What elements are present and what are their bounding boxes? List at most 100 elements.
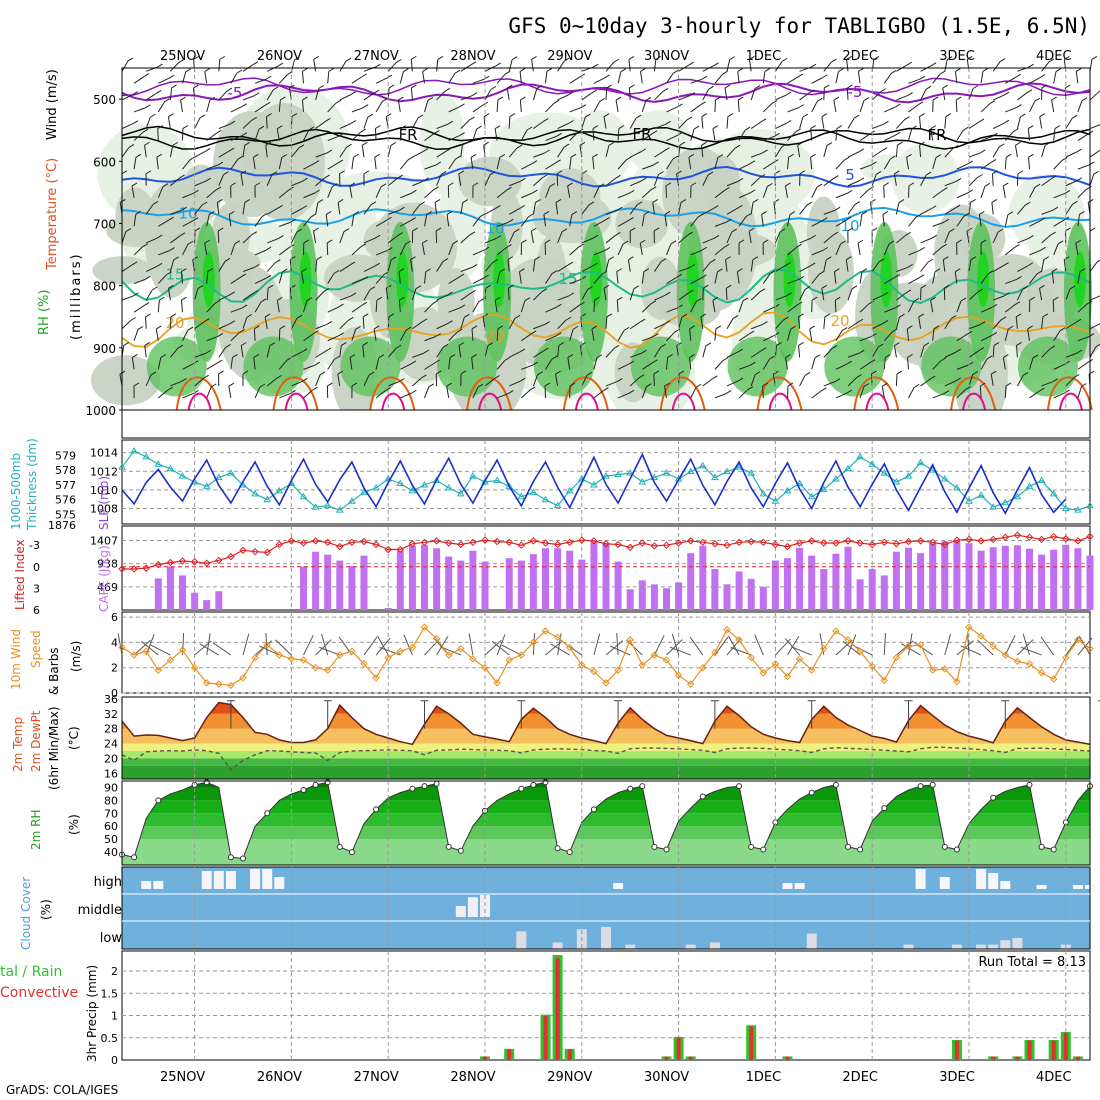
wind-barb-flag [360,128,366,133]
wind-barb-flag [1020,113,1026,118]
wind-barb [133,107,146,113]
wind-barb [617,128,620,141]
wind-10m-barb [145,634,155,656]
wind-barb [750,374,756,387]
li-point [263,548,271,557]
cape-bar [796,547,804,610]
wind-barb [761,214,764,227]
wind-speed-point [711,648,719,657]
wind-speed-point [541,627,550,635]
wind-barb [738,364,751,370]
precip-conv-bar [991,1056,996,1060]
li-point [166,558,175,567]
wind-barb [460,145,463,158]
wind-barb [714,221,727,227]
wind-barb-flag [804,371,811,376]
li-point [1025,533,1034,541]
wind-barb [605,87,608,100]
wind-barb [508,208,520,215]
wind-barb [169,87,173,100]
wind-barb-flag [847,227,854,232]
wind-barb [157,101,166,113]
ylabel-pressure: (millibars) [69,252,84,340]
wind-speed-point [323,666,332,674]
wind-barb [555,374,559,387]
wind-barb-flag [427,96,434,101]
wind-barb-flag [697,213,704,218]
rh-point [457,847,464,854]
wind-speed-point [311,663,320,672]
wind-barb-flag [664,211,671,215]
wind-speed-point [832,627,840,635]
wind-barb-flag [979,321,986,326]
wind-barb [303,216,312,227]
wind-10m-barb [908,633,913,656]
wind-barb-flag [620,68,627,73]
wind-barb-flag [228,382,235,387]
cloud-cover-panel [121,866,1095,950]
wind-barb [472,277,484,284]
wind-barb [410,59,413,72]
wind-speed-point [783,672,792,681]
thickness-point [118,463,126,470]
wind-barb-flag [665,120,671,125]
wind-barb [375,390,386,399]
precip-conv-bar [785,1056,790,1060]
wind-barb [569,131,579,141]
wind-barb [968,291,979,301]
wind-barb [157,274,167,284]
wind-barb-flag [327,382,333,387]
wind-barb-flag [143,302,150,306]
wind-barb-flag [799,170,806,175]
wind-barb-flag [904,116,910,121]
wind-barb-flag [618,125,625,129]
wind-barb-flag [494,125,501,130]
wind-barb [932,221,945,227]
wind-barb-flag [798,104,804,109]
wind-tick: 4 [111,636,118,649]
rh-shade-mid [323,254,391,302]
cape-bar [1001,545,1009,610]
wind-barb [339,94,351,101]
wind-barb [169,145,174,158]
li-point [662,541,671,549]
wind-barb-flag [214,299,221,304]
wind-barb [170,380,182,387]
wind-barb-flag [482,313,489,318]
wind-barb [581,204,590,215]
wind-barb [955,99,958,112]
wind-barb-flag [543,347,549,352]
wind-barb [605,316,608,329]
wind-barb-flag [633,285,640,290]
wind-barb-flag [259,383,266,388]
wind-barb-flag [1076,177,1082,182]
wind-barb [374,128,377,141]
wind-barb-flag [725,390,732,395]
wind-barb-flag [717,268,723,273]
wind-barb-flag [211,383,217,388]
wind-barb [157,389,168,399]
wind-barb [605,235,616,244]
wind-barb-flag [894,274,900,278]
wind-barb [363,265,375,273]
wind-barb [737,99,740,112]
wind-barb-flag [253,354,259,358]
wind-barb-flag [524,297,531,302]
wind-barb [569,278,582,285]
bottom-date-label: 30NOV [644,1070,689,1085]
wind-barb-flag [458,342,465,346]
wind-barb [932,190,943,199]
wind-barb-flag [374,63,381,68]
wind-barb [666,243,672,256]
rh-point [881,805,888,812]
wind-barb [1089,149,1100,158]
wind-barb-flag [316,256,323,261]
isotherm-25 [562,376,609,411]
precip-conv-bar [1063,1032,1068,1060]
wind-barb [470,157,474,170]
wind-barb-flag [208,211,215,216]
wind-barb [642,164,654,170]
wind-barb-flag [544,149,550,154]
wind-barb-flag [411,389,417,394]
wind-barb-flag [410,360,417,365]
